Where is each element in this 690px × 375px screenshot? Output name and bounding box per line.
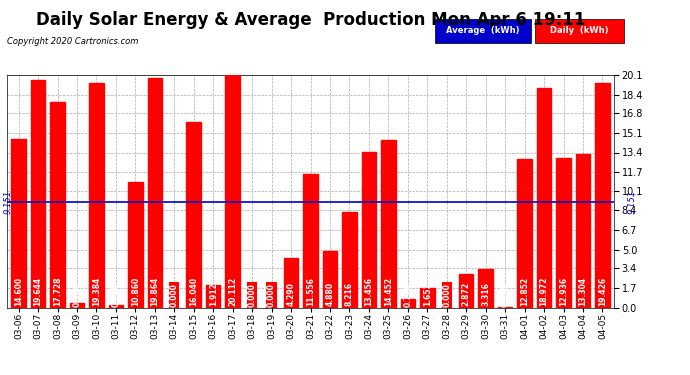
Text: 4.290: 4.290: [286, 282, 295, 306]
Text: Daily  (kWh): Daily (kWh): [551, 26, 609, 35]
Bar: [303, 174, 318, 308]
Text: 2.872: 2.872: [462, 282, 471, 306]
Bar: [537, 88, 551, 308]
Text: 0.000: 0.000: [442, 283, 451, 307]
Text: 10.860: 10.860: [131, 276, 140, 306]
Text: 12.936: 12.936: [559, 277, 568, 306]
Text: 0.384: 0.384: [72, 283, 81, 307]
Bar: [575, 154, 590, 308]
Text: 1.652: 1.652: [423, 282, 432, 306]
Text: 9.151: 9.151: [628, 190, 637, 214]
Bar: [556, 158, 571, 308]
Text: 19.864: 19.864: [150, 276, 159, 306]
Bar: [420, 288, 435, 308]
Text: 14.452: 14.452: [384, 277, 393, 306]
Bar: [148, 78, 162, 308]
Bar: [108, 304, 124, 307]
Bar: [381, 140, 395, 308]
Text: 0.000: 0.000: [248, 283, 257, 307]
Text: 19.426: 19.426: [598, 277, 607, 306]
Text: 14.600: 14.600: [14, 277, 23, 306]
Bar: [11, 139, 26, 308]
Bar: [497, 307, 513, 308]
Bar: [478, 269, 493, 308]
Text: 18.972: 18.972: [540, 276, 549, 306]
Text: 4.880: 4.880: [326, 282, 335, 306]
Bar: [31, 80, 46, 308]
Text: 12.852: 12.852: [520, 277, 529, 306]
Text: 20.112: 20.112: [228, 277, 237, 306]
Text: 1.912: 1.912: [208, 282, 217, 306]
Text: 19.384: 19.384: [92, 276, 101, 306]
Text: 13.456: 13.456: [364, 277, 373, 306]
Text: 3.316: 3.316: [481, 282, 490, 306]
Text: 11.556: 11.556: [306, 277, 315, 306]
Text: 0.248: 0.248: [111, 283, 120, 307]
Text: Average  (kWh): Average (kWh): [446, 26, 520, 35]
Bar: [50, 102, 65, 308]
Bar: [206, 285, 221, 308]
Bar: [342, 213, 357, 308]
Bar: [518, 159, 532, 308]
Bar: [70, 303, 84, 307]
Text: 8.216: 8.216: [345, 282, 354, 306]
Text: 0.064: 0.064: [501, 283, 510, 307]
Text: 0.716: 0.716: [404, 283, 413, 307]
Text: Copyright 2020 Cartronics.com: Copyright 2020 Cartronics.com: [7, 38, 138, 46]
Text: 0.000: 0.000: [170, 283, 179, 307]
Bar: [323, 251, 337, 308]
Text: 16.040: 16.040: [189, 277, 198, 306]
Bar: [284, 258, 298, 308]
Bar: [595, 83, 610, 308]
Text: 0.000: 0.000: [267, 283, 276, 307]
Text: 9.151: 9.151: [3, 190, 12, 214]
Bar: [226, 75, 240, 307]
Text: 13.304: 13.304: [578, 277, 587, 306]
Bar: [362, 152, 376, 308]
Text: 17.728: 17.728: [53, 276, 62, 306]
Bar: [89, 83, 104, 308]
Bar: [459, 274, 473, 308]
Bar: [186, 122, 201, 308]
Bar: [400, 299, 415, 307]
Bar: [128, 182, 143, 308]
Text: Daily Solar Energy & Average  Production Mon Apr 6 19:11: Daily Solar Energy & Average Production …: [36, 11, 585, 29]
Text: 19.644: 19.644: [34, 277, 43, 306]
